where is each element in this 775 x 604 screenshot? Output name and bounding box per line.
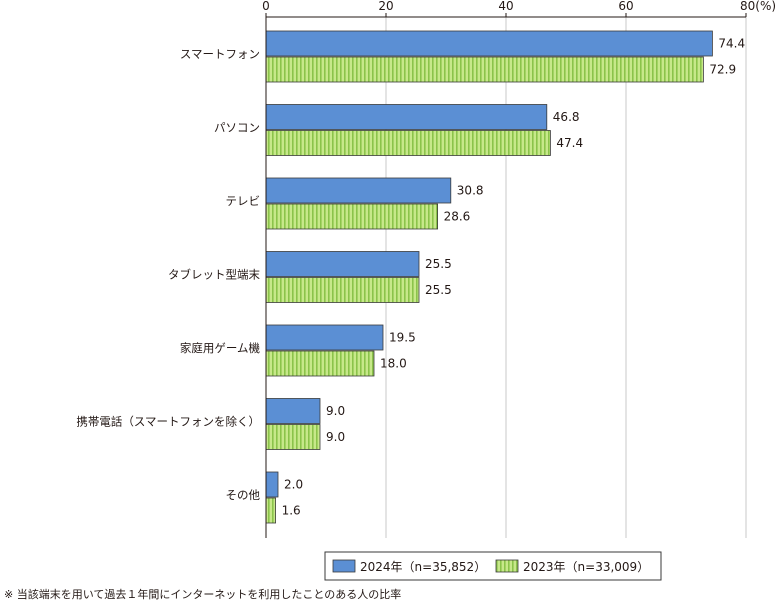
value-label: 9.0 xyxy=(326,404,345,418)
legend-box xyxy=(324,551,662,581)
value-label: 18.0 xyxy=(380,357,407,371)
category-label: 家庭用ゲーム機 xyxy=(180,341,261,355)
x-axis-ticks: 0 20 40 60 80(%) xyxy=(262,0,775,18)
bar-2024 xyxy=(265,398,321,424)
legend-label: 2023年（n=33,009） xyxy=(523,560,649,574)
value-label: 9.0 xyxy=(326,430,345,444)
category-label: スマートフォン xyxy=(180,47,260,61)
category-labels: スマートフォンパソコンテレビタブレット型端末家庭用ゲーム機携帯電話（スマートフォ… xyxy=(76,47,260,502)
bar-2023 xyxy=(265,497,277,524)
bar-2023 xyxy=(265,203,439,230)
value-label: 19.5 xyxy=(389,331,416,345)
value-label: 30.8 xyxy=(457,184,484,198)
value-label: 2.0 xyxy=(284,478,303,492)
value-label: 28.6 xyxy=(444,210,471,224)
bar-2023 xyxy=(265,350,375,377)
bar-2024 xyxy=(265,30,713,57)
legend: 2024年（n=35,852） 2023年（n=33,009） xyxy=(324,551,662,581)
bar-2024 xyxy=(265,177,452,204)
bar-2024 xyxy=(265,324,384,351)
value-label: 74.4 xyxy=(718,37,745,51)
category-label: タブレット型端末 xyxy=(168,268,260,282)
category-label: テレビ xyxy=(226,194,261,208)
bar-2023 xyxy=(265,56,704,83)
legend-swatch-2023 xyxy=(495,559,519,573)
x-tick-label: 40 xyxy=(498,0,513,13)
bar-2024 xyxy=(265,104,548,130)
value-label: 1.6 xyxy=(282,504,301,518)
legend-swatch-2024 xyxy=(332,559,356,573)
value-label: 46.8 xyxy=(553,110,580,124)
x-tick-label: 0 xyxy=(262,0,270,13)
bar-2024 xyxy=(265,251,420,277)
value-label: 25.5 xyxy=(425,257,452,271)
category-label: その他 xyxy=(226,488,261,502)
category-label: パソコン xyxy=(214,121,260,135)
x-tick-label: 20 xyxy=(378,0,393,13)
legend-label: 2024年（n=35,852） xyxy=(360,560,486,574)
bar-2023 xyxy=(265,424,321,450)
value-label: 47.4 xyxy=(556,136,583,150)
value-label: 72.9 xyxy=(709,63,736,77)
grid-lines xyxy=(385,17,747,538)
value-label: 25.5 xyxy=(425,283,452,297)
bar-2023 xyxy=(265,277,420,303)
bar-2024 xyxy=(265,471,279,498)
category-label: 携帯電話（スマートフォンを除く） xyxy=(76,415,260,429)
footnote: ※ 当該端末を用いて過去１年間にインターネットを利用したことのある人の比率 xyxy=(4,587,401,601)
x-tick-label: 60 xyxy=(618,0,633,13)
x-tick-label: 80(%) xyxy=(740,0,775,13)
bar-2023 xyxy=(265,130,551,156)
bars: 74.4 72.9 46.8 47.4 30.8 28.6 25.5 25.5 19.5 18.0… xyxy=(265,30,745,524)
